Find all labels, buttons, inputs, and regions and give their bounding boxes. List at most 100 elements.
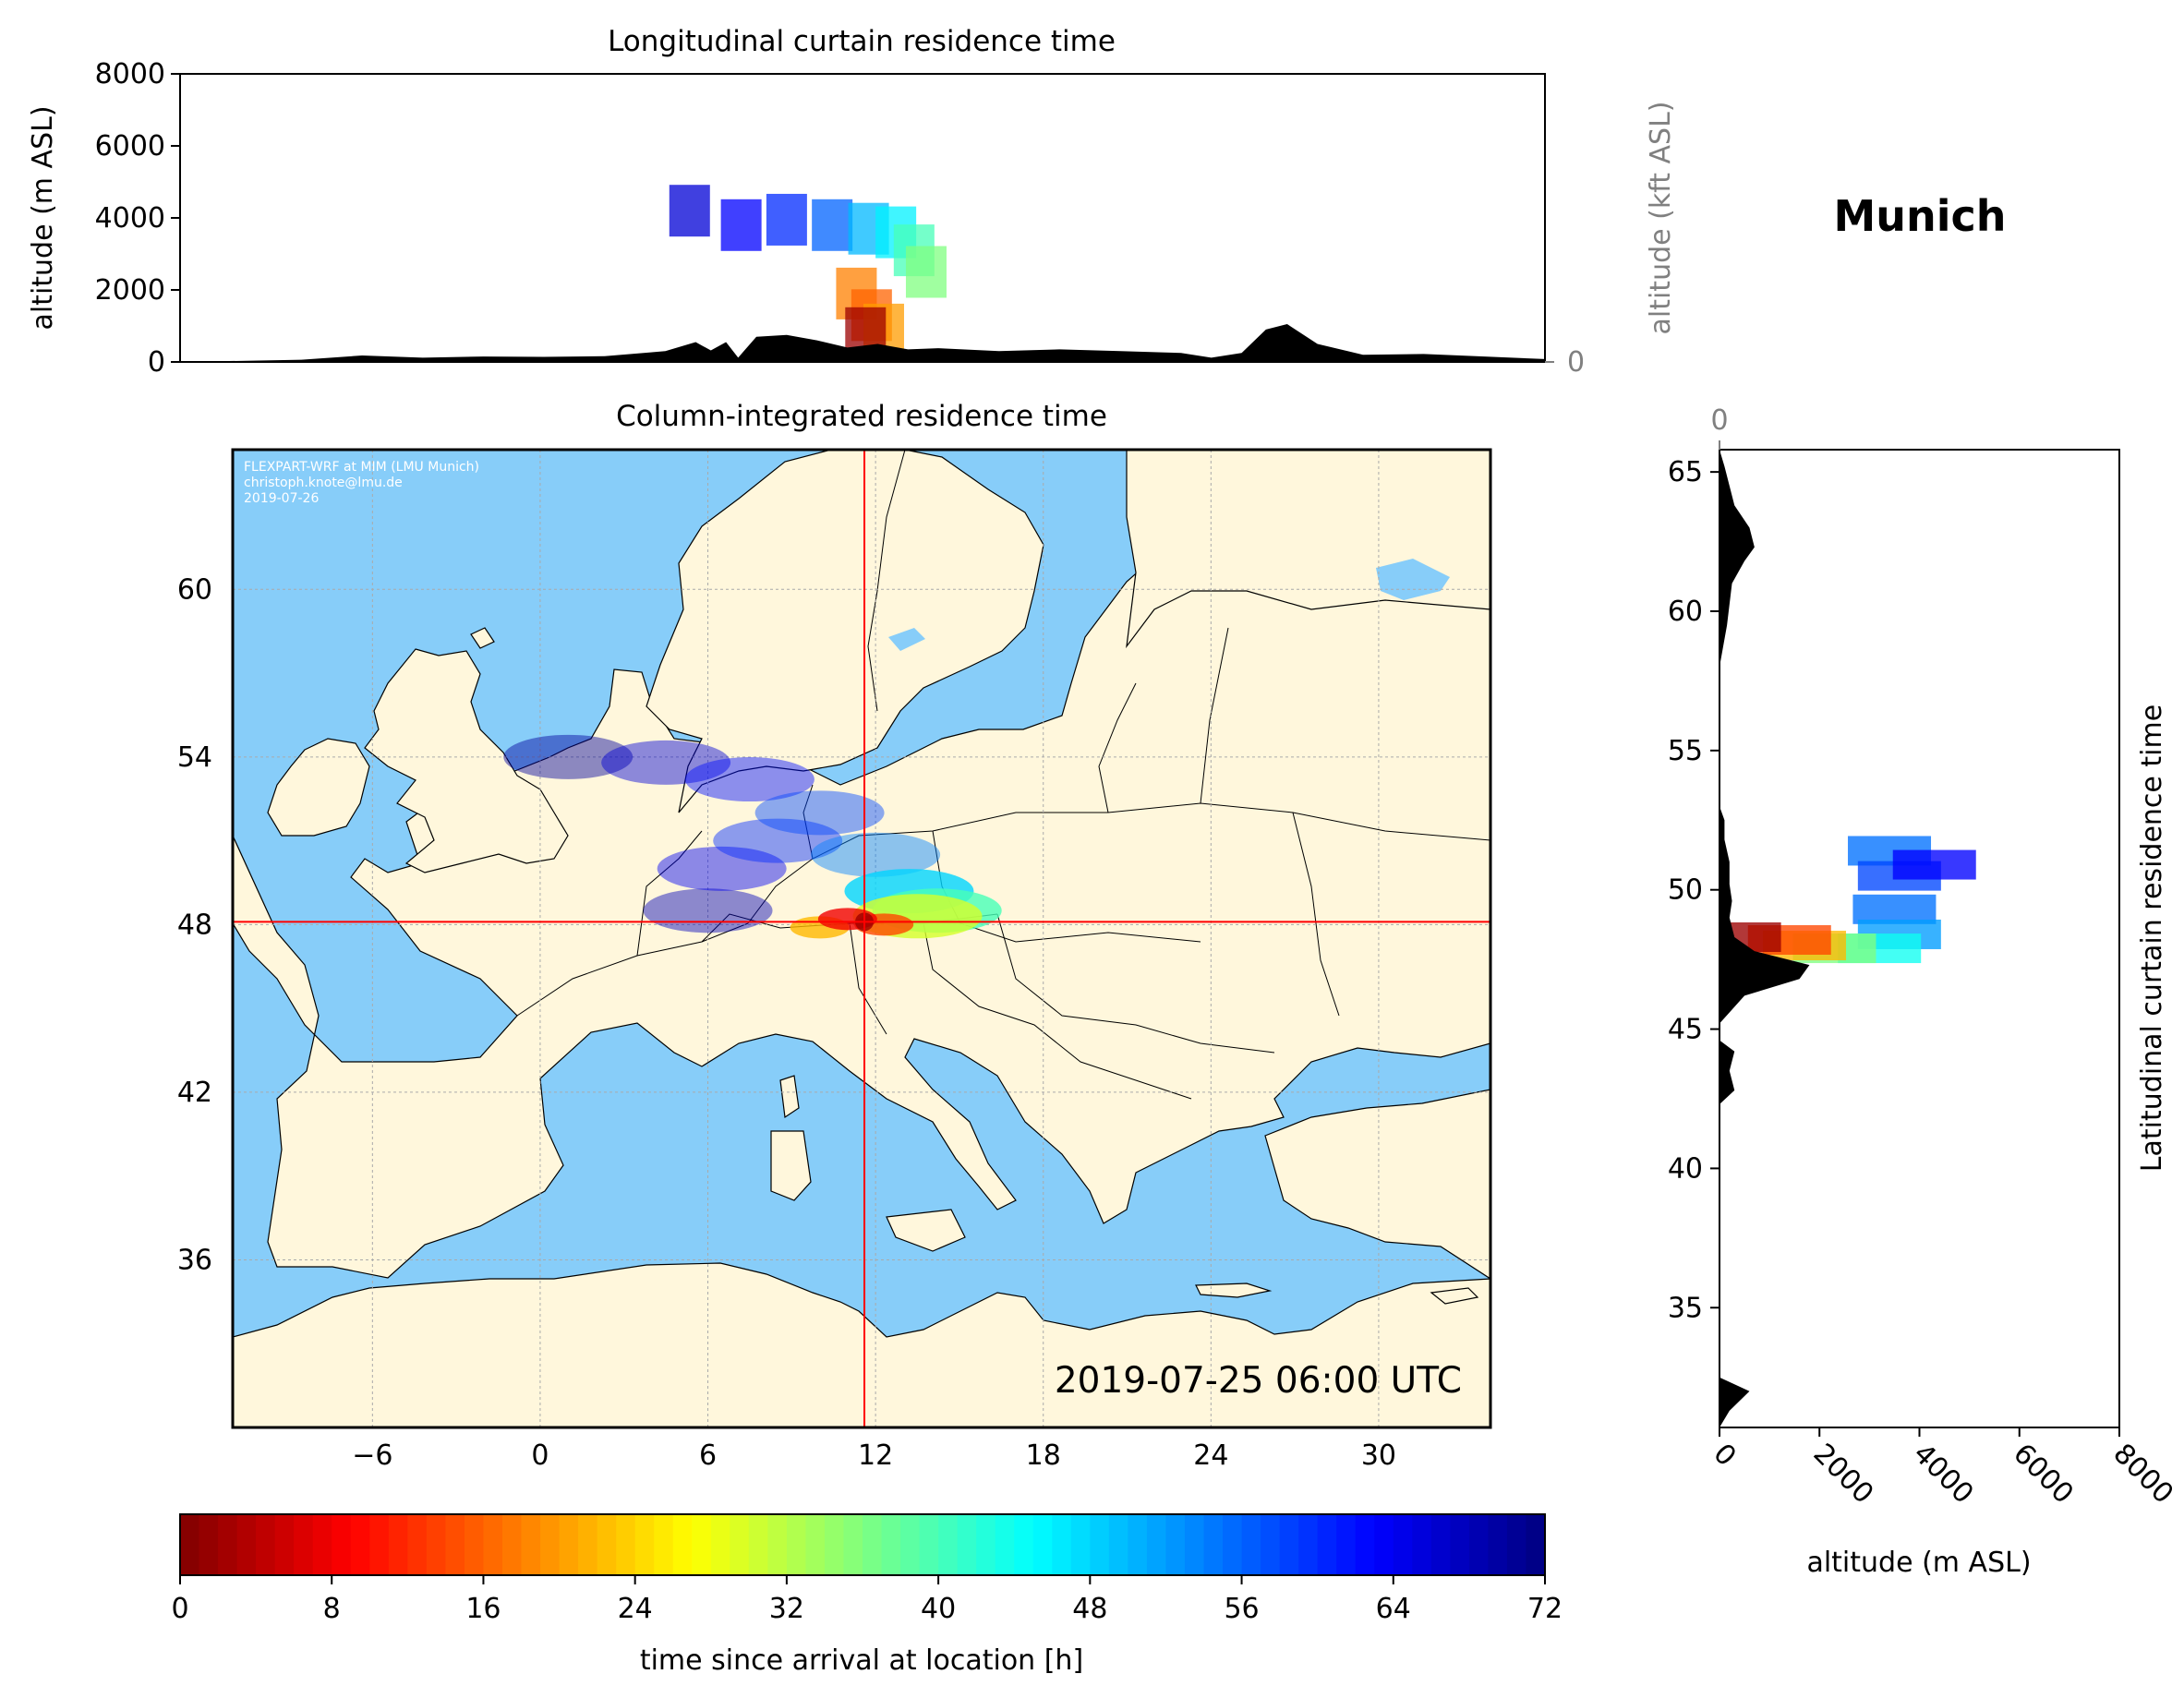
map-x-tick-label: 12: [858, 1439, 893, 1472]
land-anatolia: [1264, 1089, 1490, 1280]
colorbar-gradient: [180, 1514, 1546, 1575]
colorbar-band: [1146, 1514, 1167, 1575]
map-x-tick-label: −6: [352, 1439, 392, 1472]
map-y-tick-label: 42: [177, 1077, 212, 1109]
longitudinal-y-ticks: 0 2000 4000 6000 8000: [95, 58, 180, 379]
map-y-ticks: 36 42 48 54 60: [177, 573, 212, 1276]
colorbar-band: [1241, 1514, 1261, 1575]
colorbar-band: [1412, 1514, 1432, 1575]
credit-line-2: christoph.knote@lmu.de: [244, 476, 403, 490]
colorbar-band: [483, 1514, 503, 1575]
latitudinal-residence-cell: [1892, 849, 1976, 880]
colorbar-band: [597, 1514, 617, 1575]
land-crete: [1195, 1283, 1273, 1298]
colorbar-band: [1393, 1514, 1413, 1575]
latitudinal-y-tick-label: 45: [1668, 1014, 1703, 1046]
colorbar-band: [294, 1514, 314, 1575]
colorbar-band: [1317, 1514, 1337, 1575]
colorbar-band: [578, 1514, 598, 1575]
colorbar-band: [1108, 1514, 1128, 1575]
latitudinal-y-tick-label: 60: [1668, 596, 1703, 628]
colorbar-band: [332, 1514, 352, 1575]
latitudinal-y-tick-label: 40: [1668, 1152, 1703, 1185]
map-x-tick-label: 24: [1193, 1439, 1228, 1472]
credit-line-3: 2019-07-26: [244, 491, 319, 506]
longitudinal-residence-cell: [905, 246, 947, 298]
map-plot-area: [233, 450, 1490, 1427]
longitudinal-y-tick-label: 6000: [95, 130, 165, 163]
colorbar-band: [312, 1514, 332, 1575]
colorbar-band: [1014, 1514, 1034, 1575]
colorbar-band: [1261, 1514, 1281, 1575]
colorbar-band: [786, 1514, 807, 1575]
colorbar-band: [938, 1514, 959, 1575]
colorbar-band: [350, 1514, 370, 1575]
colorbar-band: [976, 1514, 996, 1575]
colorbar-band: [1450, 1514, 1470, 1575]
land-cyprus: [1430, 1287, 1479, 1305]
colorbar-band: [824, 1514, 845, 1575]
colorbar-band: [407, 1514, 428, 1575]
latitudinal-x-ticks-top: 050100: [1710, 404, 1729, 450]
longitudinal-residence-cell: [766, 193, 807, 246]
colorbar-tick-label: 56: [1224, 1593, 1259, 1625]
colorbar-tick-label: 48: [1072, 1593, 1107, 1625]
longitudinal-residence-cell: [812, 199, 853, 251]
lake-vanern: [888, 628, 925, 651]
plume-point: [643, 888, 773, 933]
colorbar-band: [501, 1514, 523, 1575]
map-y-tick-label: 36: [177, 1244, 212, 1276]
latitudinal-y-tick-label: 65: [1668, 456, 1703, 488]
colorbar-band: [256, 1514, 276, 1575]
colorbar-band: [236, 1514, 257, 1575]
latitudinal-plot-area: [1719, 450, 1976, 1427]
longitudinal-y-tick-label: 2000: [95, 274, 165, 307]
colorbar-band: [634, 1514, 655, 1575]
longitudinal-title: Longitudinal curtain residence time: [608, 25, 1116, 58]
colorbar-band: [863, 1514, 883, 1575]
land-scandinavia: [646, 450, 1044, 813]
map-y-tick-label: 60: [177, 573, 212, 606]
colorbar-band: [957, 1514, 977, 1575]
plume-point: [601, 740, 731, 785]
colorbar-band: [464, 1514, 485, 1575]
land-shetland: [470, 627, 495, 649]
colorbar-band: [199, 1514, 219, 1575]
colorbar-tick-label: 32: [769, 1593, 804, 1625]
colorbar-band: [1223, 1514, 1243, 1575]
colorbar: 0 8 16 24 32 40 48 56 64 72 time since arrival at…: [171, 1513, 1563, 1677]
colorbar-frame: [179, 1513, 1546, 1576]
latitudinal-x-tick-label: 6000: [2007, 1438, 2080, 1511]
map-x-tick-label: 6: [699, 1439, 717, 1472]
colorbar-band: [1279, 1514, 1299, 1575]
colorbar-band: [521, 1514, 541, 1575]
longitudinal-terrain: [180, 324, 1545, 362]
latitudinal-x-ticks: 0 2000 4000 6000 8000: [1707, 1427, 2179, 1511]
colorbar-band: [274, 1514, 295, 1575]
colorbar-band: [900, 1514, 921, 1575]
credit-line-1: FLEXPART-WRF at MIM (LMU Munich): [244, 460, 479, 475]
map-frame: [231, 448, 1492, 1429]
latitudinal-y-tick-label: 35: [1668, 1292, 1703, 1324]
colorbar-band: [843, 1514, 863, 1575]
land-europe: [233, 450, 1490, 1279]
colorbar-band: [748, 1514, 768, 1575]
colorbar-tick-label: 0: [171, 1593, 188, 1625]
latitudinal-residence-cell: [1852, 894, 1937, 924]
plume-point: [684, 757, 814, 802]
land-sicily: [886, 1209, 966, 1252]
country-borders: [516, 450, 1490, 1100]
longitudinal-panel: Longitudinal curtain residence time 0 200…: [27, 25, 1677, 379]
colorbar-band: [1090, 1514, 1110, 1575]
colorbar-band: [616, 1514, 636, 1575]
longitudinal-y-ticks-right: 050100: [1545, 346, 1585, 379]
colorbar-band: [1052, 1514, 1072, 1575]
colorbar-band: [218, 1514, 238, 1575]
longitudinal-plot-area: [180, 185, 1545, 362]
latitudinal-title: Latitudinal curtain residence time: [2136, 704, 2168, 1172]
latitudinal-x-tick-label: 0: [1707, 1438, 1742, 1473]
colorbar-band: [1526, 1514, 1546, 1575]
latitudinal-x-tick-label-top: 0: [1710, 404, 1728, 437]
map-y-tick-label: 48: [177, 909, 212, 941]
